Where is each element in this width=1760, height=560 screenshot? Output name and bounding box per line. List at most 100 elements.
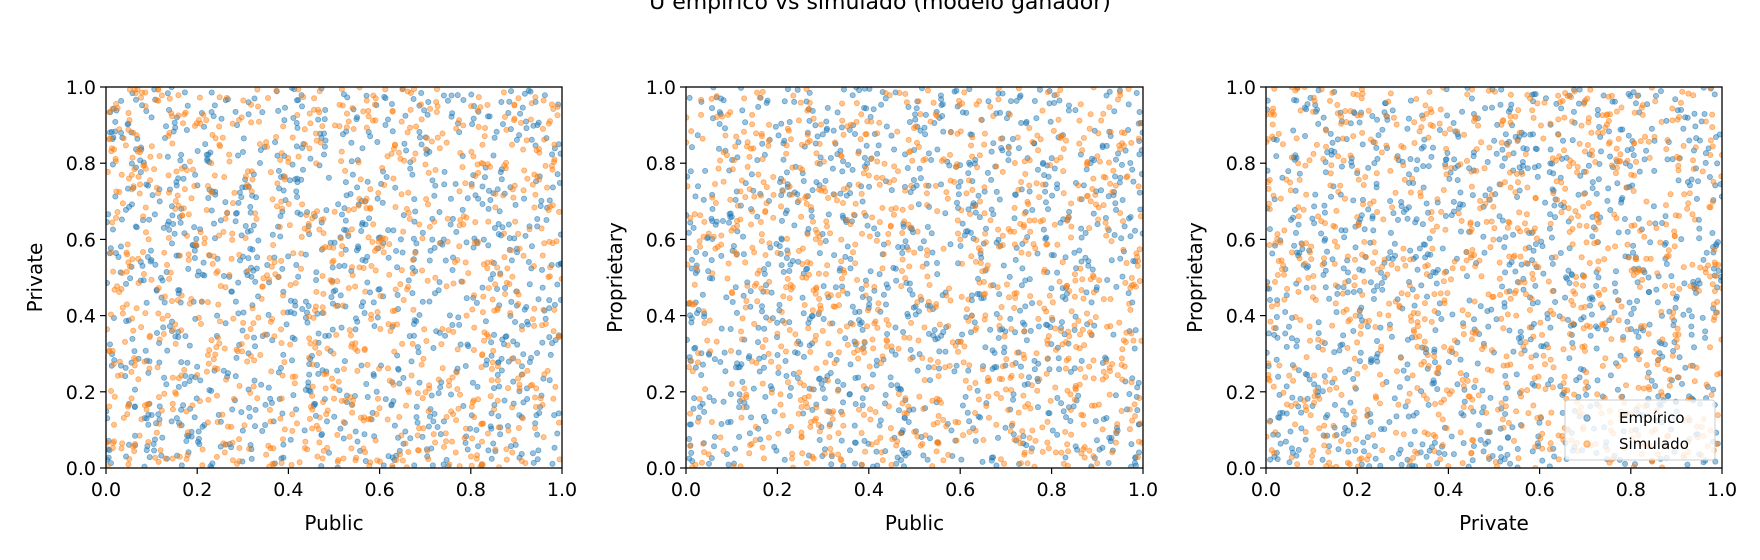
point-simulado xyxy=(874,324,881,331)
point-emprico xyxy=(1684,178,1691,185)
point-emprico xyxy=(1074,446,1081,453)
point-simulado xyxy=(891,177,898,184)
point-emprico xyxy=(499,224,506,231)
point-emprico xyxy=(1454,381,1461,388)
point-simulado xyxy=(244,267,251,274)
point-simulado xyxy=(215,301,222,308)
point-simulado xyxy=(986,377,993,384)
point-emprico xyxy=(349,171,356,178)
point-simulado xyxy=(698,459,705,466)
point-emprico xyxy=(448,391,455,398)
point-simulado xyxy=(242,173,249,180)
point-simulado xyxy=(511,436,518,443)
point-emprico xyxy=(688,449,695,456)
point-simulado xyxy=(746,186,753,193)
point-emprico xyxy=(245,111,252,118)
point-simulado xyxy=(1123,259,1130,266)
point-emprico xyxy=(1544,315,1551,322)
point-simulado xyxy=(815,270,822,277)
point-simulado xyxy=(757,219,764,226)
point-emprico xyxy=(1595,176,1602,183)
point-simulado xyxy=(1077,331,1084,338)
point-emprico xyxy=(888,187,895,194)
point-emprico xyxy=(254,254,261,261)
point-simulado xyxy=(822,270,829,277)
point-simulado xyxy=(908,182,915,189)
point-simulado xyxy=(824,262,831,269)
point-simulado xyxy=(410,306,417,313)
point-simulado xyxy=(179,120,186,127)
point-simulado xyxy=(1071,293,1078,300)
point-simulado xyxy=(471,414,478,421)
point-simulado xyxy=(473,455,480,462)
point-emprico xyxy=(321,116,328,123)
point-emprico xyxy=(755,103,762,110)
point-simulado xyxy=(294,111,301,118)
point-emprico xyxy=(1320,114,1327,121)
point-simulado xyxy=(1091,402,1098,409)
point-simulado xyxy=(905,136,912,143)
point-emprico xyxy=(1663,261,1670,268)
point-simulado xyxy=(289,411,296,418)
point-emprico xyxy=(761,270,768,277)
point-simulado xyxy=(313,422,320,429)
point-simulado xyxy=(946,285,953,292)
point-simulado xyxy=(921,377,928,384)
point-simulado xyxy=(972,409,979,416)
point-simulado xyxy=(1086,125,1093,132)
point-emprico xyxy=(1411,302,1418,309)
point-simulado xyxy=(1043,370,1050,377)
point-simulado xyxy=(494,306,501,313)
point-emprico xyxy=(808,213,815,220)
point-simulado xyxy=(438,341,445,348)
point-emprico xyxy=(397,236,404,243)
point-emprico xyxy=(870,106,877,113)
point-emprico xyxy=(780,140,787,147)
point-emprico xyxy=(1485,323,1492,330)
point-simulado xyxy=(766,240,773,247)
point-simulado xyxy=(855,181,862,188)
point-emprico xyxy=(830,127,837,134)
point-emprico xyxy=(519,104,526,111)
point-emprico xyxy=(1506,327,1513,334)
point-simulado xyxy=(1128,139,1135,146)
point-simulado xyxy=(303,211,310,218)
point-simulado xyxy=(847,221,854,228)
point-emprico xyxy=(1566,355,1573,362)
point-simulado xyxy=(804,231,811,238)
point-simulado xyxy=(894,168,901,175)
point-emprico xyxy=(1322,414,1329,421)
point-simulado xyxy=(212,351,219,358)
point-simulado xyxy=(298,250,305,257)
point-emprico xyxy=(1111,108,1118,115)
point-simulado xyxy=(416,425,423,432)
point-simulado xyxy=(216,123,223,130)
point-emprico xyxy=(295,273,302,280)
point-emprico xyxy=(1671,317,1678,324)
point-simulado xyxy=(370,221,377,228)
point-simulado xyxy=(487,393,494,400)
point-emprico xyxy=(259,427,266,434)
point-simulado xyxy=(409,270,416,277)
point-emprico xyxy=(112,193,119,200)
point-simulado xyxy=(155,190,162,197)
point-emprico xyxy=(459,206,466,213)
point-emprico xyxy=(546,297,553,304)
point-emprico xyxy=(462,439,469,446)
point-simulado xyxy=(494,363,501,370)
point-simulado xyxy=(376,405,383,412)
point-emprico xyxy=(862,277,869,284)
point-emprico xyxy=(1132,227,1139,234)
point-simulado xyxy=(1060,460,1067,467)
point-simulado xyxy=(196,398,203,405)
point-simulado xyxy=(343,124,350,131)
point-emprico xyxy=(431,192,438,199)
point-emprico xyxy=(771,408,778,415)
point-emprico xyxy=(817,154,824,161)
point-simulado xyxy=(997,456,1004,463)
point-emprico xyxy=(959,109,966,116)
point-emprico xyxy=(849,92,856,99)
point-emprico xyxy=(1054,394,1061,401)
point-simulado xyxy=(501,230,508,237)
point-emprico xyxy=(1138,170,1143,177)
